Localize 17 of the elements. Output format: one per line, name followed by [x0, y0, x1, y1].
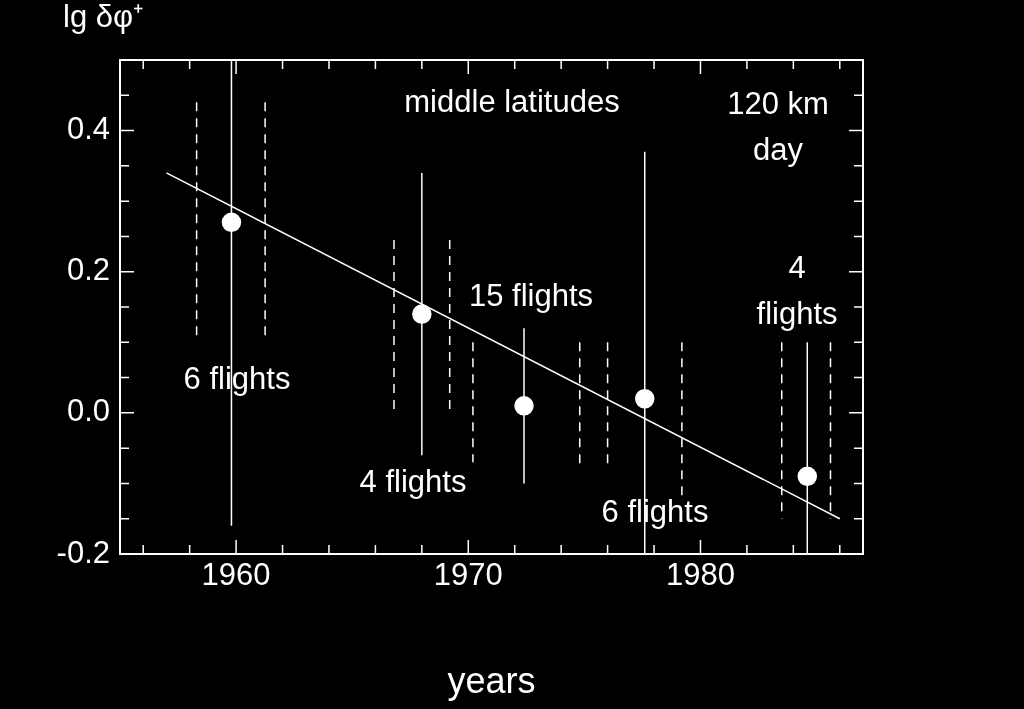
y-tick-label: 0.4: [66, 111, 110, 147]
annotation: 120 km day: [727, 85, 829, 167]
annotation: 15 flights: [468, 277, 594, 313]
annotation: middle latitudes: [404, 83, 620, 119]
x-tick-label: 1970: [433, 557, 503, 593]
y-axis-title: lg δφ⁺: [63, 0, 144, 34]
x-tick-label: 1960: [201, 557, 271, 593]
x-tick-label: 1980: [665, 557, 735, 593]
y-tick-label: 0.0: [66, 393, 110, 429]
y-tick-label: -0.2: [56, 534, 110, 570]
point: [634, 388, 655, 409]
annotation: 4 flights: [756, 249, 838, 331]
y-tick-label: 0.2: [66, 252, 110, 288]
point: [221, 212, 242, 233]
annotation: 4 flights: [359, 463, 467, 499]
point: [797, 466, 818, 487]
x-axis-title: years: [447, 660, 536, 702]
